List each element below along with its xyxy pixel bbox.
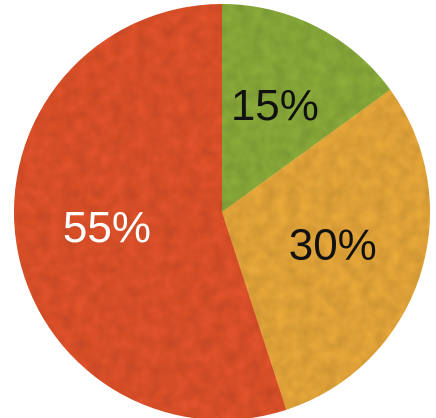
slice-label: 55% [63, 203, 151, 252]
slice-label: 30% [289, 221, 377, 270]
labels: 15% 30% 55% [63, 81, 377, 270]
slice-label: 15% [231, 81, 319, 130]
pie-slice [222, 4, 391, 212]
pie-slice [14, 4, 287, 418]
slices [14, 4, 431, 418]
pie-slice [222, 89, 431, 410]
